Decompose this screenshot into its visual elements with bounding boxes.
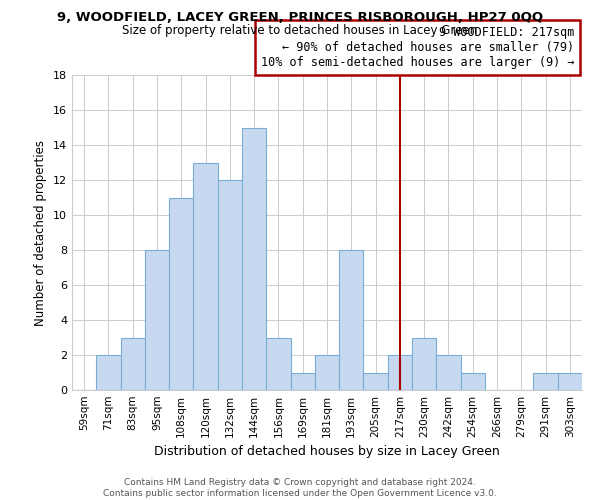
Bar (412, 338, 436, 390)
Bar (290, 372, 315, 390)
Text: Contains HM Land Registry data © Crown copyright and database right 2024.
Contai: Contains HM Land Registry data © Crown c… (103, 478, 497, 498)
Bar (169, 198, 193, 390)
X-axis label: Distribution of detached houses by size in Lacey Green: Distribution of detached houses by size … (154, 446, 500, 458)
Bar (96, 355, 121, 390)
Bar (315, 355, 339, 390)
Bar (461, 372, 485, 390)
Bar (193, 162, 218, 390)
Bar (266, 338, 290, 390)
Bar (436, 355, 461, 390)
Y-axis label: Number of detached properties: Number of detached properties (34, 140, 47, 326)
Text: 9 WOODFIELD: 217sqm
← 90% of detached houses are smaller (79)
10% of semi-detach: 9 WOODFIELD: 217sqm ← 90% of detached ho… (261, 26, 574, 68)
Bar (218, 180, 242, 390)
Text: Size of property relative to detached houses in Lacey Green: Size of property relative to detached ho… (122, 24, 478, 37)
Bar (533, 372, 558, 390)
Bar (242, 128, 266, 390)
Text: 9, WOODFIELD, LACEY GREEN, PRINCES RISBOROUGH, HP27 0QQ: 9, WOODFIELD, LACEY GREEN, PRINCES RISBO… (57, 11, 543, 24)
Bar (121, 338, 145, 390)
Bar (558, 372, 582, 390)
Bar (145, 250, 169, 390)
Bar (339, 250, 364, 390)
Bar (388, 355, 412, 390)
Bar (364, 372, 388, 390)
